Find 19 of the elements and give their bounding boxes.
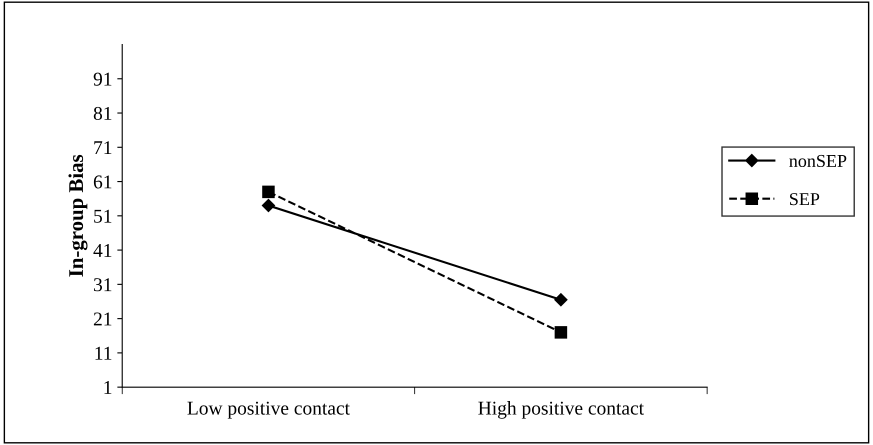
y-tick-label: 61 [94,175,112,188]
y-tick-label: 81 [94,106,112,120]
point [554,326,568,339]
x-tick-label: Low positive contact [187,402,350,419]
y-tick-label: 51 [94,210,112,223]
x-tick-label: High positive contact [478,401,644,419]
y-tick-label: 41 [93,244,112,257]
point [554,293,568,306]
y-tick-label: 1 [104,381,112,394]
y-tick-label: 31 [94,278,112,292]
point [262,198,276,212]
y-tick-label: 21 [94,312,112,326]
y-tick-label: 91 [94,72,112,86]
point [262,186,275,198]
y-tick-label: 71 [94,141,112,154]
y-axis-title: In-group Bias [68,154,88,277]
y-tick-label: 11 [95,346,112,360]
legend-label: SEP [790,193,820,206]
legend-label: nonSEP [789,154,846,168]
